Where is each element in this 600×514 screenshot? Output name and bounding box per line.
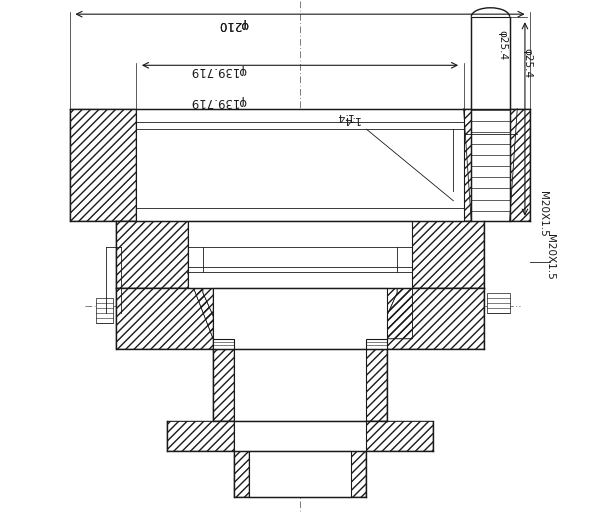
Text: φ139.719: φ139.719 — [190, 64, 247, 77]
Polygon shape — [213, 339, 233, 349]
Polygon shape — [249, 451, 351, 497]
Text: φ210: φ210 — [218, 18, 248, 31]
Polygon shape — [136, 109, 464, 221]
Polygon shape — [464, 109, 530, 221]
Text: φ25.4: φ25.4 — [497, 30, 507, 60]
Polygon shape — [471, 17, 509, 221]
Polygon shape — [188, 221, 412, 288]
Polygon shape — [367, 420, 433, 451]
Polygon shape — [367, 339, 387, 349]
Text: 1:4: 1:4 — [342, 114, 360, 124]
Polygon shape — [367, 349, 387, 420]
Polygon shape — [351, 451, 367, 497]
Polygon shape — [188, 272, 223, 339]
Polygon shape — [233, 349, 367, 420]
Text: φ139.719: φ139.719 — [190, 95, 247, 107]
Text: M20X1.5: M20X1.5 — [538, 191, 548, 236]
Text: M20X1.5: M20X1.5 — [545, 234, 556, 280]
Polygon shape — [213, 349, 233, 420]
Polygon shape — [213, 288, 387, 349]
Polygon shape — [167, 420, 233, 451]
Polygon shape — [95, 298, 113, 323]
Polygon shape — [487, 293, 509, 313]
Polygon shape — [377, 272, 412, 339]
Text: φ25.4: φ25.4 — [523, 48, 532, 78]
Polygon shape — [412, 221, 484, 288]
Text: φ210: φ210 — [218, 18, 248, 31]
Polygon shape — [233, 451, 249, 497]
Text: 1:4: 1:4 — [335, 112, 352, 121]
Polygon shape — [116, 288, 213, 349]
Polygon shape — [233, 420, 367, 451]
Polygon shape — [116, 221, 188, 288]
Polygon shape — [70, 109, 136, 221]
Polygon shape — [387, 288, 484, 349]
